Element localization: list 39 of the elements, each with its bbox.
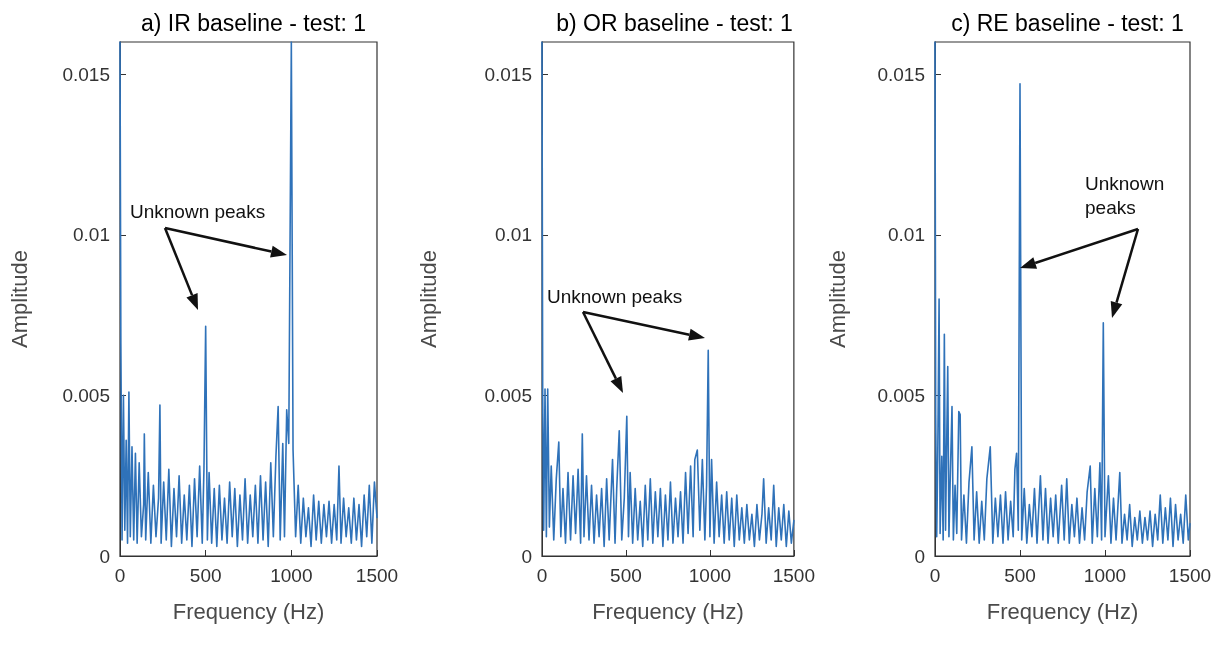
x-axis-title: Frequency (Hz) — [592, 598, 744, 624]
annotation: Unknown peaks — [130, 201, 266, 222]
line-series — [541, 41, 795, 548]
x-tick-label: 500 — [1004, 565, 1036, 586]
y-tick-label: 0.01 — [888, 224, 925, 246]
x-tick-label: 1000 — [688, 565, 732, 586]
x-tick-label: 0 — [536, 565, 548, 586]
x-tick-label: 1000 — [270, 565, 313, 586]
y-tick-label: 0 — [99, 545, 110, 567]
y-tick-label: 0 — [914, 545, 925, 567]
y-tick-label: 0.005 — [877, 384, 925, 406]
annotation: Unknown peaks — [1085, 173, 1165, 218]
line-series — [119, 41, 378, 548]
annotation: Unknown peaks — [547, 286, 683, 307]
line-series — [934, 41, 1191, 548]
y-tick-label: 0 — [521, 545, 532, 567]
y-tick-label: 0.01 — [73, 224, 110, 246]
x-tick-label: 1000 — [1083, 565, 1127, 586]
x-tick-label: 1500 — [355, 565, 399, 586]
x-tick-label: 1500 — [1168, 565, 1212, 586]
y-tick-label: 0.015 — [484, 63, 532, 85]
y-tick-label: 0.005 — [62, 384, 110, 406]
chart-title: b) OR baseline - test: 1 — [556, 9, 793, 36]
y-axis-title: Amplitude — [415, 250, 441, 348]
x-tick-label: 0 — [929, 565, 941, 586]
x-axis-title: Frequency (Hz) — [172, 598, 325, 624]
y-axis-title: Amplitude — [824, 250, 850, 348]
y-axis-title: Amplitude — [6, 250, 32, 348]
chart-title: c) RE baseline - test: 1 — [951, 9, 1184, 36]
y-tick-label: 0.015 — [877, 63, 925, 85]
x-tick-label: 1500 — [772, 565, 816, 586]
x-tick-label: 500 — [189, 565, 222, 586]
x-tick-label: 500 — [610, 565, 642, 586]
x-tick-label: 0 — [114, 565, 126, 586]
y-tick-label: 0.005 — [484, 384, 532, 406]
x-axis-title: Frequency (Hz) — [986, 598, 1139, 624]
y-tick-label: 0.01 — [495, 224, 532, 246]
y-tick-label: 0.015 — [62, 63, 110, 85]
chart-title: a) IR baseline - test: 1 — [141, 9, 366, 36]
